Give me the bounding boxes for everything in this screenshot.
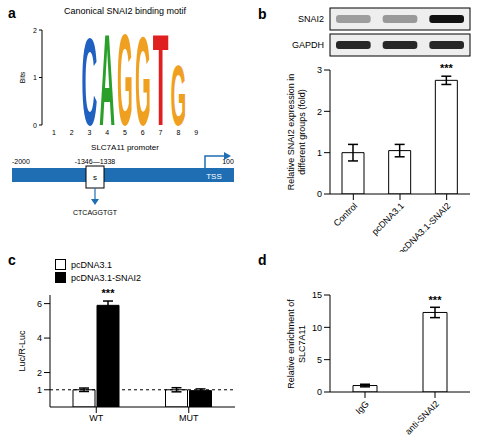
svg-text:0: 0 [317,189,322,199]
html-text:b: b [258,6,267,22]
svg-text:pcDNA3.1-SNAI2: pcDNA3.1-SNAI2 [396,201,453,252]
svg-text:2: 2 [317,107,322,117]
svg-text:3: 3 [317,65,322,75]
svg-text:5: 5 [317,355,322,365]
svg-text:1: 1 [317,148,322,158]
svg-text:2: 2 [70,129,74,136]
svg-text:10: 10 [312,323,322,333]
svg-text:C: C [82,13,98,151]
html-text:Luc/R-Luc: Luc/R-Luc [16,330,27,372]
svg-text:WT: WT [89,413,103,423]
svg-text:2: 2 [33,27,37,34]
svg-text:TSS: TSS [206,172,222,181]
svg-text:Bits: Bits [19,71,26,83]
svg-text:9: 9 [194,129,198,136]
svg-text:15: 15 [312,290,322,300]
svg-text:1: 1 [37,385,42,395]
svg-text:G: G [117,8,133,153]
svg-text:0: 0 [33,122,37,129]
svg-text:G: G [170,48,186,143]
svg-text:4: 4 [37,333,42,343]
svg-text:***: *** [102,287,116,299]
svg-text:2: 2 [37,368,42,378]
html-text:d: d [258,252,267,268]
svg-text:MUT: MUT [179,413,199,423]
svg-text:-2000: -2000 [12,158,30,165]
html-text:c: c [8,252,16,268]
svg-text:SLC7A11 promoter: SLC7A11 promoter [91,143,159,152]
html-text:Relative SNAI2 expression in d: Relative SNAI2 expression in different g… [286,73,307,191]
svg-text:-1346—1338: -1346—1338 [75,158,116,165]
svg-text:0: 0 [317,387,322,397]
svg-text:IgG: IgG [354,399,371,416]
svg-text:s: s [93,173,97,182]
svg-text:***: *** [440,62,454,74]
html-text:Relative enrichment of SLC7A11: Relative enrichment of SLC7A11 [286,298,307,389]
svg-text:pcDNA3.1: pcDNA3.1 [370,201,406,237]
svg-text:a: a [8,5,16,21]
svg-text:A: A [99,8,115,153]
svg-text:6: 6 [37,299,42,309]
svg-text:GAPDH: GAPDH [292,40,324,50]
svg-text:1: 1 [33,74,37,81]
svg-text:1: 1 [52,129,56,136]
svg-text:T: T [153,8,169,153]
html-text:pcDNA3.1: pcDNA3.1 [71,259,112,270]
svg-text:SNAI2: SNAI2 [298,14,324,24]
svg-text:G: G [135,10,151,151]
html-text:pcDNA3.1-SNAI2: pcDNA3.1-SNAI2 [71,272,141,283]
svg-text:Control: Control [332,201,360,229]
svg-text:CTCAGGTGT: CTCAGGTGT [73,209,118,216]
svg-text:***: *** [429,294,443,306]
svg-text:anti-SNAI2: anti-SNAI2 [403,399,441,437]
svg-text:100: 100 [222,158,234,165]
